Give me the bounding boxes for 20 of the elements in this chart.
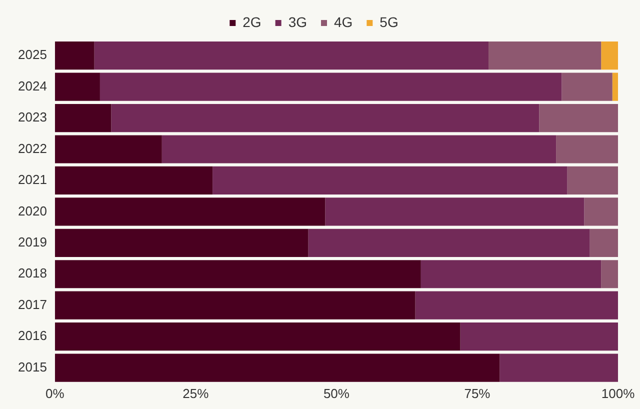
y-tick-label: 2017 (18, 296, 47, 312)
y-tick-label: 2018 (18, 266, 47, 281)
legend-label: 3G (288, 14, 308, 30)
y-tick-label: 2023 (18, 110, 47, 125)
legend-label: 5G (380, 14, 398, 30)
legend-label: 2G (242, 14, 262, 30)
y-tick-label: 2019 (18, 234, 47, 250)
legend-label: 4G (334, 14, 353, 30)
x-tick-label: 0% (46, 386, 65, 401)
y-tick-label: 2015 (18, 359, 47, 374)
y-tick-label: 2025 (18, 47, 47, 62)
x-tick-label: 50% (323, 386, 350, 401)
x-tick-label: 75% (464, 386, 491, 401)
y-tick-label: 2016 (18, 328, 47, 344)
y-tick-label: 2020 (18, 203, 47, 218)
y-tick-label: 2022 (18, 140, 47, 156)
y-tick-label: 2021 (18, 172, 47, 188)
x-tick-label: 100% (601, 386, 636, 401)
y-tick-label: 2024 (18, 78, 47, 94)
x-tick-label: 25% (182, 386, 210, 401)
